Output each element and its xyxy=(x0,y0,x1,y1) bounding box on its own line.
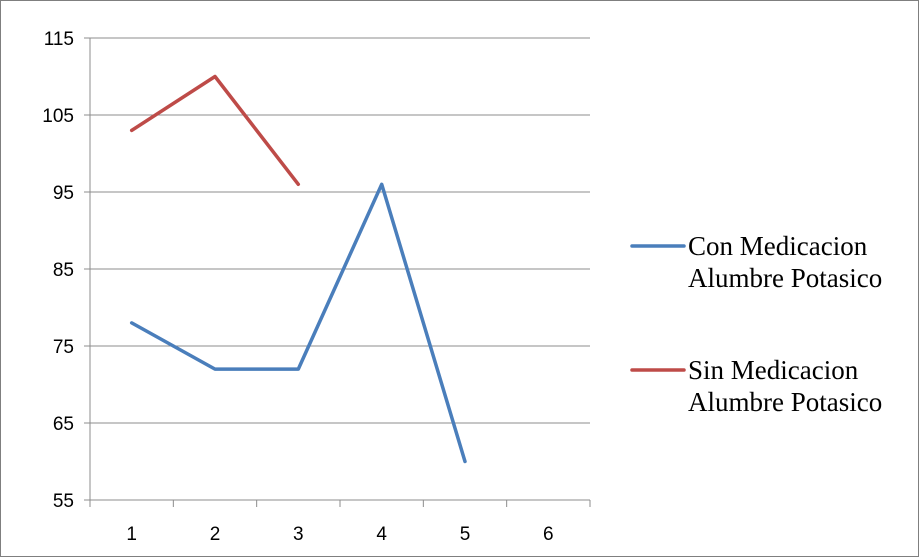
y-tick-label: 85 xyxy=(53,260,74,281)
x-tick-label: 1 xyxy=(126,524,137,545)
x-tick-label: 4 xyxy=(376,524,387,545)
x-tick-label: 5 xyxy=(460,524,471,545)
legend-label-1: Con Medicacion xyxy=(688,231,868,261)
x-axis-ticks: 1 2 3 4 5 6 xyxy=(89,500,591,545)
legend-label-1: Alumbre Potasico xyxy=(688,263,882,293)
legend-label-2: Sin Medicacion xyxy=(688,355,859,385)
x-tick-label: 6 xyxy=(543,524,554,545)
series-line-1 xyxy=(129,182,467,464)
y-tick-label: 65 xyxy=(53,414,74,435)
y-tick-label: 75 xyxy=(53,337,74,358)
y-axis-ticks: 55 65 75 85 95 105 115 xyxy=(42,29,90,512)
series-line-2 xyxy=(129,74,301,187)
x-tick-label: 3 xyxy=(293,524,304,545)
legend-label-2: Alumbre Potasico xyxy=(688,387,882,417)
series-lines xyxy=(129,74,467,464)
y-tick-label: 95 xyxy=(53,183,74,204)
y-tick-label: 105 xyxy=(42,106,74,127)
gridlines xyxy=(90,37,590,424)
y-tick-label: 115 xyxy=(44,29,74,50)
x-tick-label: 2 xyxy=(210,524,221,545)
y-tick-label: 55 xyxy=(53,491,74,512)
